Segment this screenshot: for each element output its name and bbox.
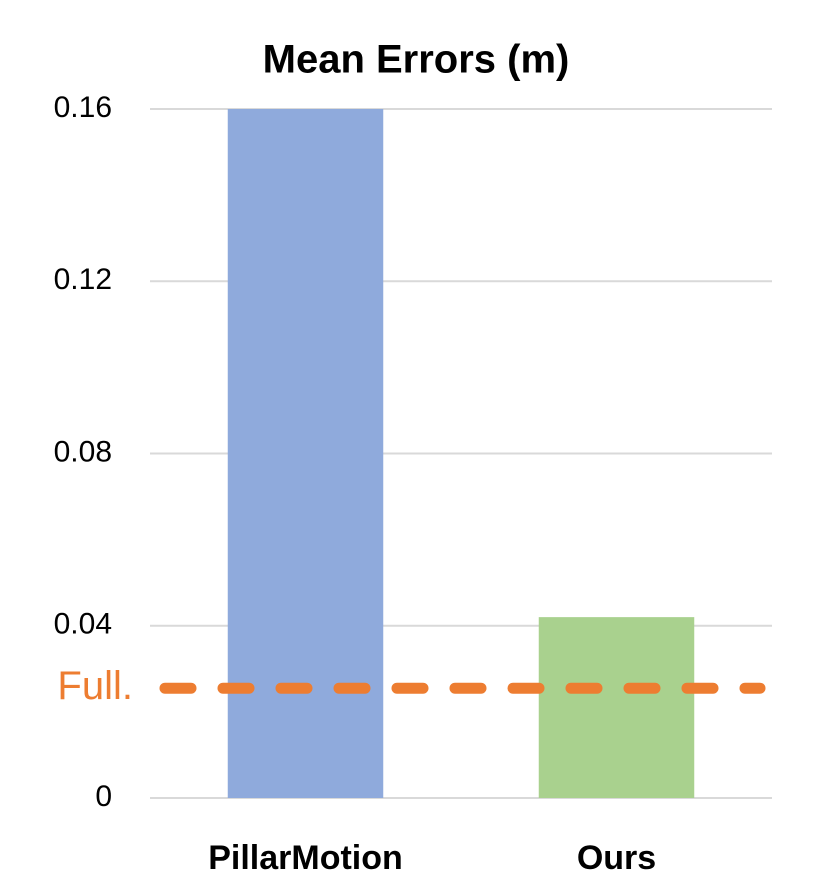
y-tick-label: 0.12 [54, 263, 112, 296]
x-tick-label: PillarMotion [208, 839, 403, 877]
y-tick-label: 0.04 [54, 608, 112, 641]
x-tick-label: Ours [577, 839, 656, 877]
y-tick-label: 0.16 [54, 91, 112, 124]
chart-title: Mean Errors (m) [263, 38, 570, 82]
y-tick-label: 0.08 [54, 435, 112, 468]
y-tick-label: 0 [95, 780, 112, 813]
reference-label: Full. [57, 664, 133, 708]
bar [538, 617, 695, 798]
bar [227, 109, 384, 798]
